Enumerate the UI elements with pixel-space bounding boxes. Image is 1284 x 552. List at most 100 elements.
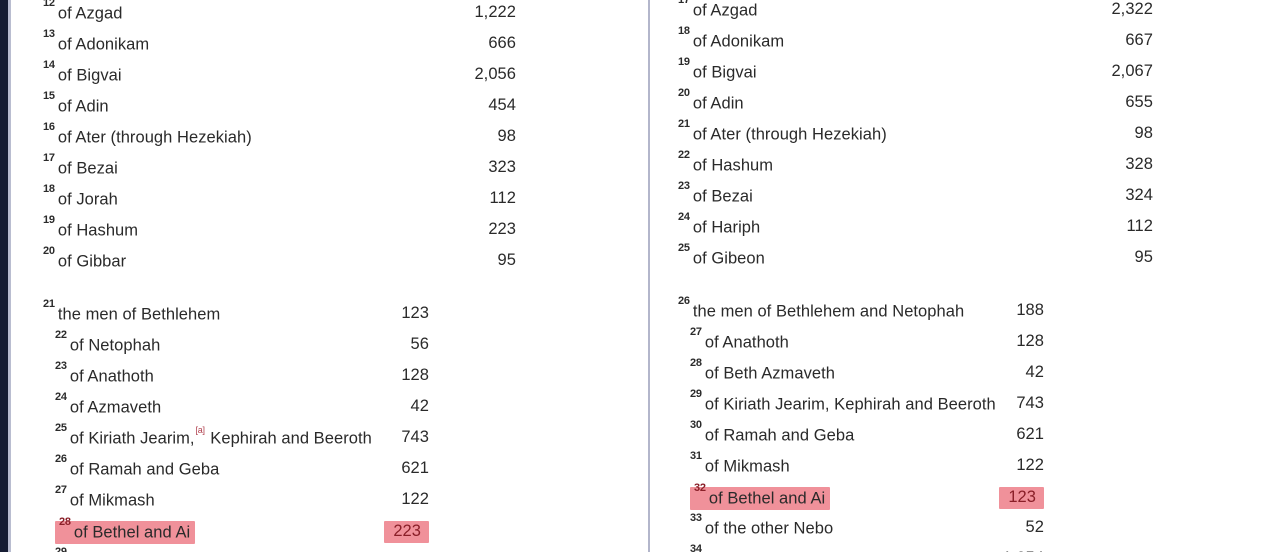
verse-text: of Azgad (692, 1, 758, 20)
verse-number: 27 (690, 326, 702, 338)
verse-label: 12of Azgad (43, 0, 123, 23)
verse-label: 30of Ramah and Geba (690, 419, 854, 445)
verse-count: 42 (410, 397, 429, 415)
verse-row: 13of Adonikam 666 (11, 28, 648, 65)
verse-row: 30of Ramah and Geba 621 (656, 419, 1284, 456)
verse-row: 26the men of Bethlehem and Netophah 188 (656, 295, 1284, 332)
verse-number: 22 (55, 329, 67, 341)
verse-label: 24of Azmaveth (55, 391, 162, 417)
verse-count: 95 (1134, 248, 1153, 266)
verse-count: 743 (1016, 394, 1044, 412)
verse-number: 24 (55, 391, 67, 403)
verse-row: 24of Hariph 112 (656, 211, 1284, 248)
verse-row: 21of Ater (through Hezekiah) 98 (656, 118, 1284, 155)
left-section-gap (11, 282, 648, 304)
verse-count: 123 (401, 304, 429, 322)
verse-row: 32of Bethel and Ai 123 (656, 482, 1284, 518)
verse-text: of Hashum (692, 156, 774, 175)
verse-row: 23of Bezai 324 (656, 180, 1284, 217)
right-section-gap (656, 279, 1284, 301)
verse-count: 655 (1125, 93, 1153, 111)
verse-label: 19of Bigvai (678, 56, 757, 82)
footnote-marker-icon[interactable]: [a] (195, 425, 205, 435)
verse-label: 22of Hashum (678, 149, 774, 175)
verse-count: 743 (401, 428, 429, 446)
verse-label: 27of Anathoth (690, 326, 789, 352)
verse-text: of Kiriath Jearim, Kephirah and Beeroth (704, 395, 996, 414)
highlighted-verse-label: 32of Bethel and Ai (690, 482, 831, 511)
verse-text: the men of Bethlehem and Netophah (692, 302, 965, 321)
verse-row: 18of Adonikam 667 (656, 25, 1284, 62)
verse-label: 22of Netophah (55, 329, 160, 355)
verse-row: 20of Gibbar 95 (11, 245, 648, 282)
verse-row: 33of the other Nebo 52 (656, 512, 1284, 549)
verse-number: 24 (678, 211, 690, 223)
verse-count: 95 (497, 251, 516, 269)
verse-number: 12 (43, 0, 55, 9)
verse-row: 25of Kiriath Jearim,[a] Kephirah and Bee… (11, 422, 648, 459)
verse-row: 16of Ater (through Hezekiah) 98 (11, 121, 648, 158)
verse-number: 20 (678, 87, 690, 99)
verse-text: of Adonikam (57, 35, 150, 54)
verse-row: 19of Bigvai 2,067 (656, 56, 1284, 93)
verse-row: 34of the other Elam 1,254 (656, 543, 1284, 552)
verse-number: 34 (690, 543, 702, 552)
verse-number: 23 (55, 360, 67, 372)
verse-text: of Bethel and Ai (73, 523, 191, 542)
verse-number: 19 (678, 56, 690, 68)
verse-row: 14of Bigvai 2,056 (11, 59, 648, 96)
verse-row: 28of Beth Azmaveth 42 (656, 357, 1284, 394)
left-section-town-totals: 21the men of Bethlehem 123 22of Netophah 56… (11, 298, 648, 552)
verse-label: 25of Gibeon (678, 242, 765, 268)
verse-count: 2,322 (1111, 0, 1153, 18)
verse-label: 31of Mikmash (690, 450, 790, 476)
verse-text: of Jorah (57, 190, 118, 209)
verse-text: of Bezai (692, 187, 753, 206)
verse-label: 20of Adin (678, 87, 744, 113)
verse-count: 112 (489, 189, 516, 207)
verse-row: 28of Bethel and Ai 223 (11, 516, 648, 552)
verse-row: 27of Mikmash 122 (11, 484, 648, 521)
verse-text: of Gibbar (57, 252, 127, 271)
verse-text: of Anathoth (704, 333, 789, 352)
highlighted-verse-count: 123 (999, 487, 1044, 509)
verse-count: 128 (1016, 332, 1044, 350)
verse-count: 328 (1125, 155, 1153, 173)
verse-count: 621 (1016, 425, 1044, 443)
verse-count: 621 (401, 459, 429, 477)
verse-number: 33 (690, 512, 702, 524)
verse-text: of Bethel and Ai (708, 489, 826, 508)
verse-label: 17of Azgad (678, 0, 757, 20)
verse-row: 20of Adin 655 (656, 87, 1284, 124)
verse-number: 18 (43, 183, 55, 195)
verse-count: 122 (1016, 456, 1044, 474)
verse-count: 1,222 (474, 3, 516, 21)
verse-label: 21of Ater (through Hezekiah) (678, 118, 887, 144)
right-section-family-totals: 17of Azgad 2,322 18of Adonikam 667 19of Bigv… (656, 0, 1284, 279)
verse-number: 19 (43, 214, 55, 226)
verse-row: 18of Jorah 112 (11, 183, 648, 220)
verse-text: of Azgad (57, 4, 123, 23)
verse-label: 14of Bigvai (43, 59, 122, 85)
page-edge-bar-highlight (8, 0, 11, 552)
verse-count: 122 (401, 490, 429, 508)
verse-count: 188 (1016, 301, 1044, 319)
verse-number: 28 (59, 516, 71, 528)
verse-text: of Azmaveth (69, 398, 162, 417)
verse-label: 16of Ater (through Hezekiah) (43, 121, 252, 147)
verse-text: of Bigvai (692, 63, 757, 82)
verse-number: 30 (690, 419, 702, 431)
verse-label: 15of Adin (43, 90, 109, 116)
verse-count: 56 (410, 335, 429, 353)
verse-text: of Kiriath Jearim, (69, 429, 195, 448)
verse-label: 20of Gibbar (43, 245, 127, 271)
verse-number: 26 (678, 295, 690, 307)
verse-number: 15 (43, 90, 55, 102)
verse-text: of Hariph (692, 218, 761, 237)
verse-number: 17 (43, 152, 55, 164)
verse-label: 24of Hariph (678, 211, 761, 237)
verse-number: 27 (55, 484, 67, 496)
verse-text: of Adin (692, 94, 744, 113)
verse-count: 323 (488, 158, 516, 176)
verse-text: of Mikmash (69, 491, 155, 510)
